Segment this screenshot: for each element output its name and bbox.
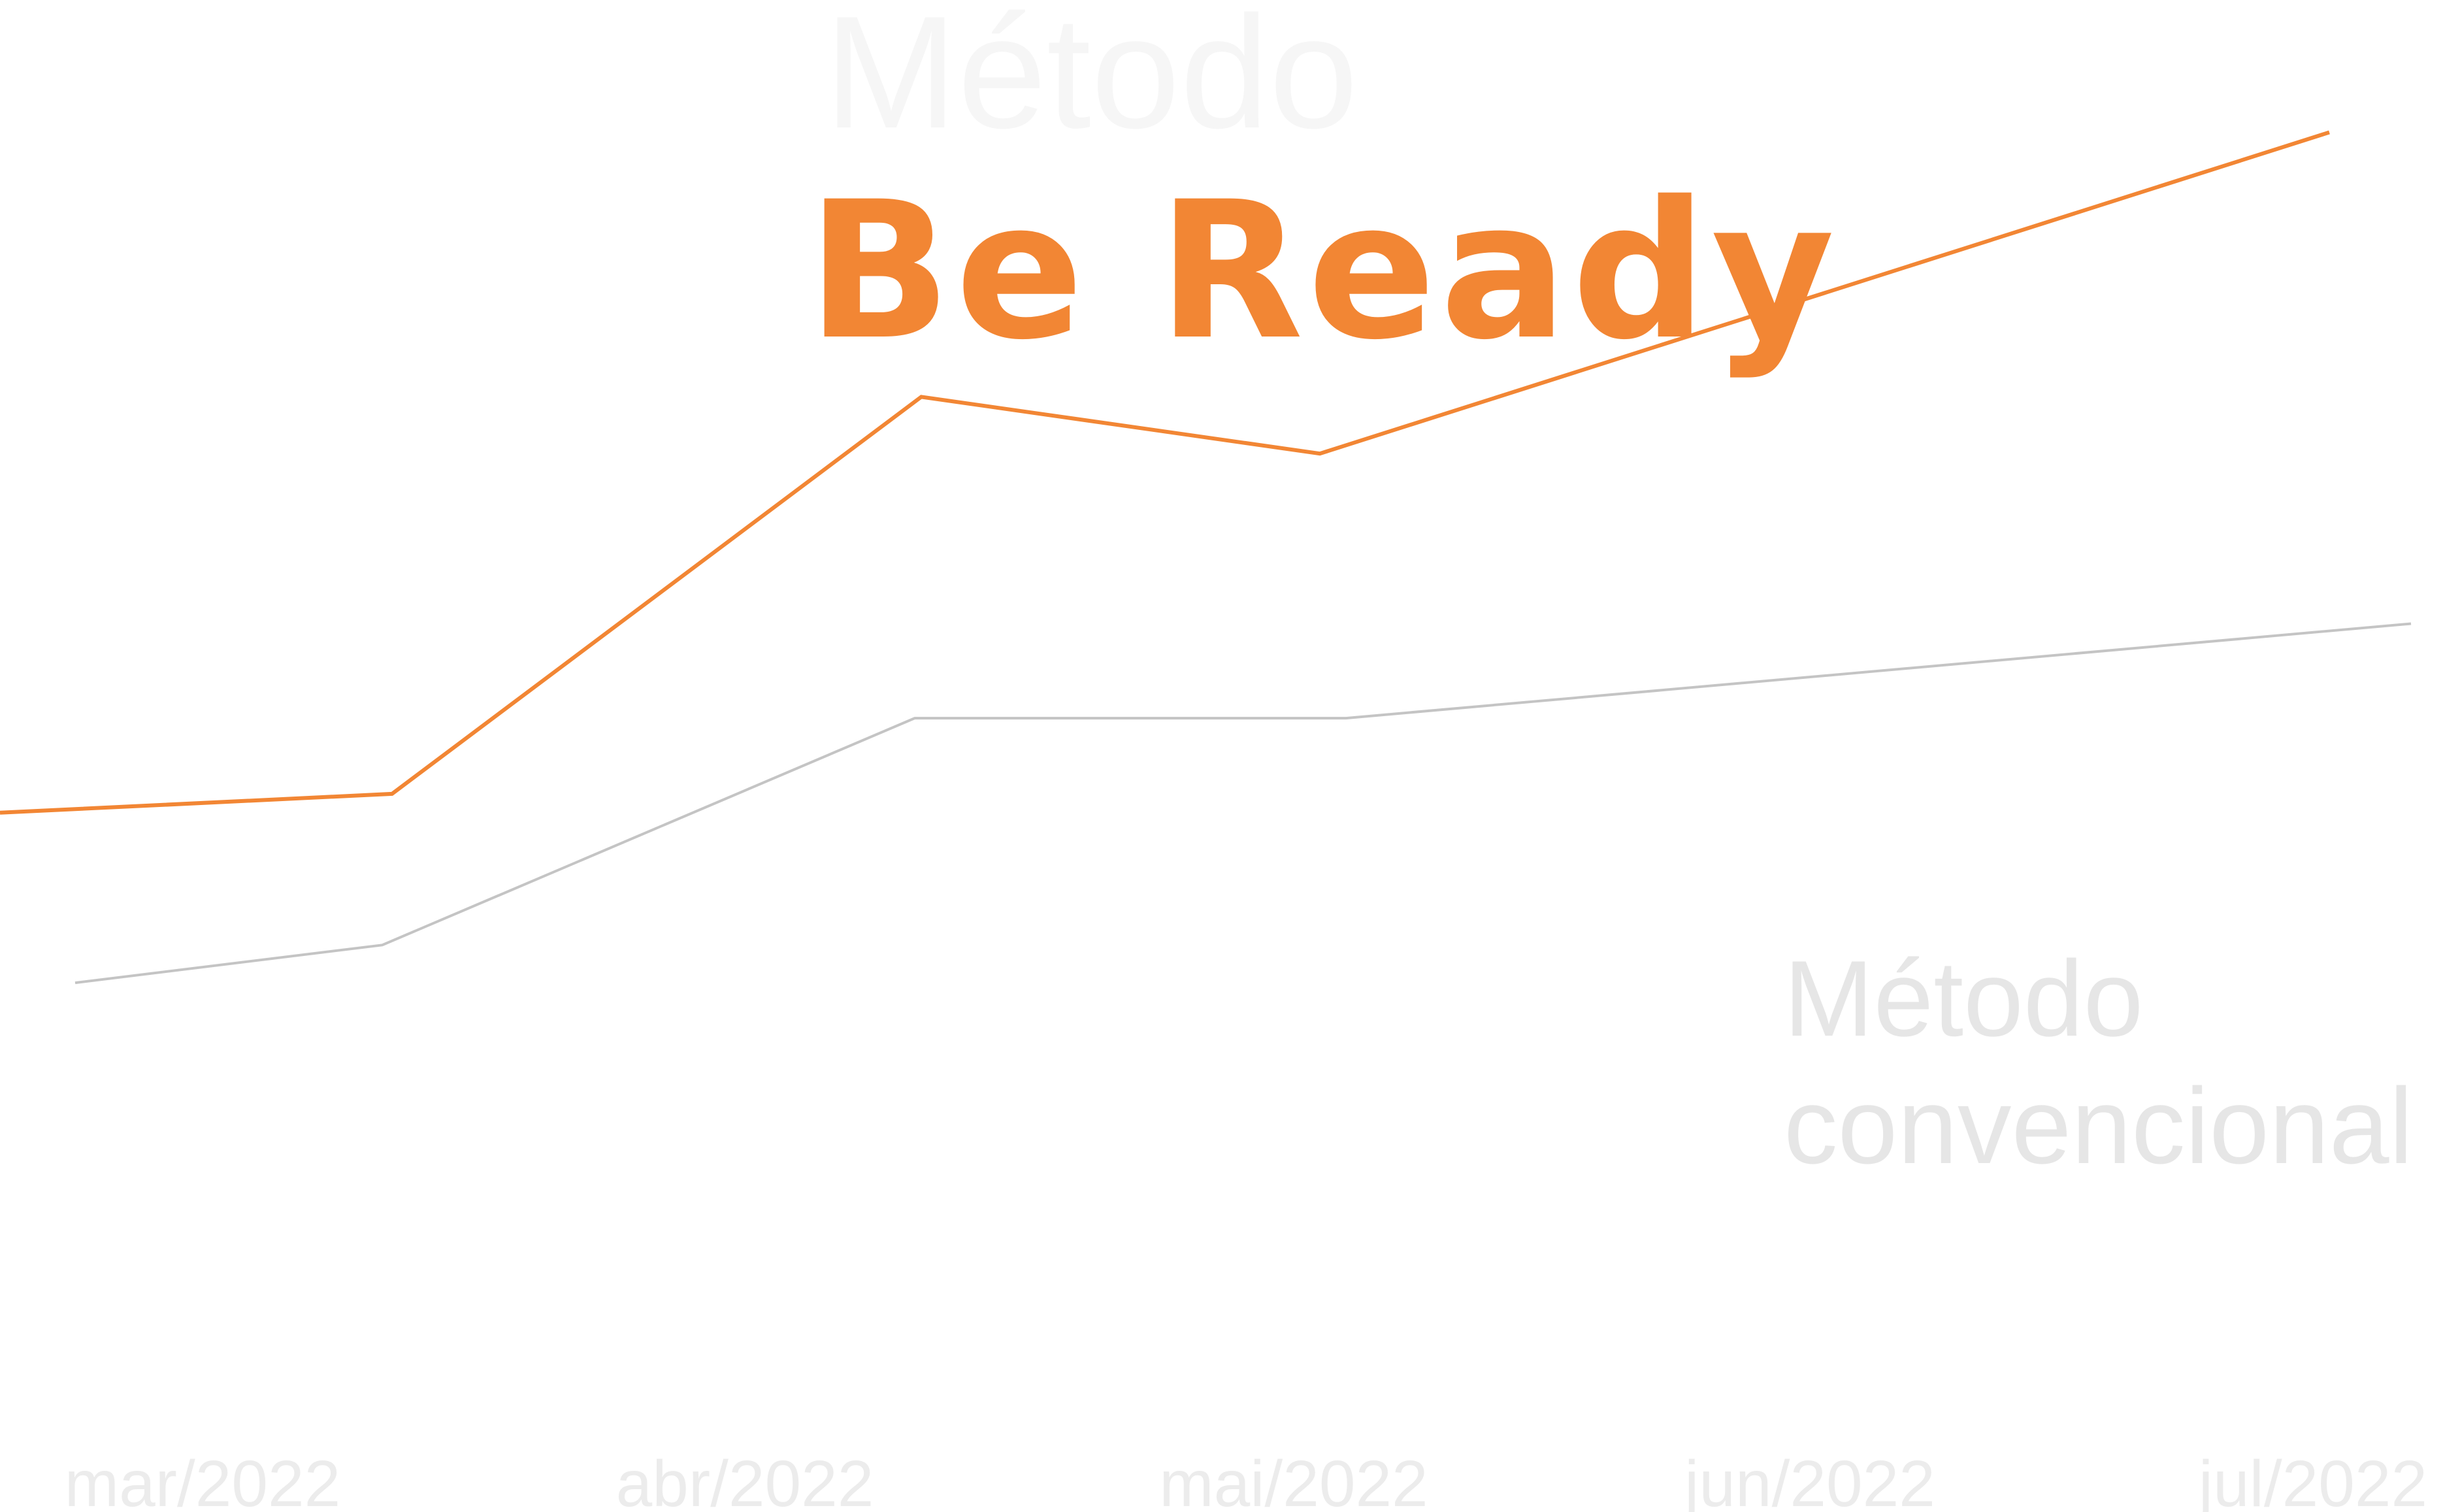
x-tick-label: jul/2022 bbox=[2197, 1447, 2427, 1512]
x-tick-label: jun/2022 bbox=[1682, 1447, 1935, 1512]
series-label-be-ready-line1: Método bbox=[824, 0, 1358, 161]
series-line-convencional bbox=[74, 622, 2412, 985]
series-label-be-ready-line2: Be Ready bbox=[807, 161, 1839, 382]
series-lines bbox=[0, 130, 2412, 985]
x-tick-label: abr/2022 bbox=[616, 1447, 874, 1512]
x-axis-ticks: mar/2022 abr/2022 mai/2022 jun/2022 jul/2022 bbox=[65, 1447, 2427, 1512]
series-line-be-ready bbox=[0, 130, 2330, 815]
series-label-convencional-line1: Método bbox=[1784, 938, 2143, 1059]
series-label-convencional-line2: convencional bbox=[1784, 1066, 2413, 1186]
x-tick-label: mar/2022 bbox=[65, 1447, 340, 1512]
x-tick-label: mai/2022 bbox=[1159, 1447, 1428, 1512]
